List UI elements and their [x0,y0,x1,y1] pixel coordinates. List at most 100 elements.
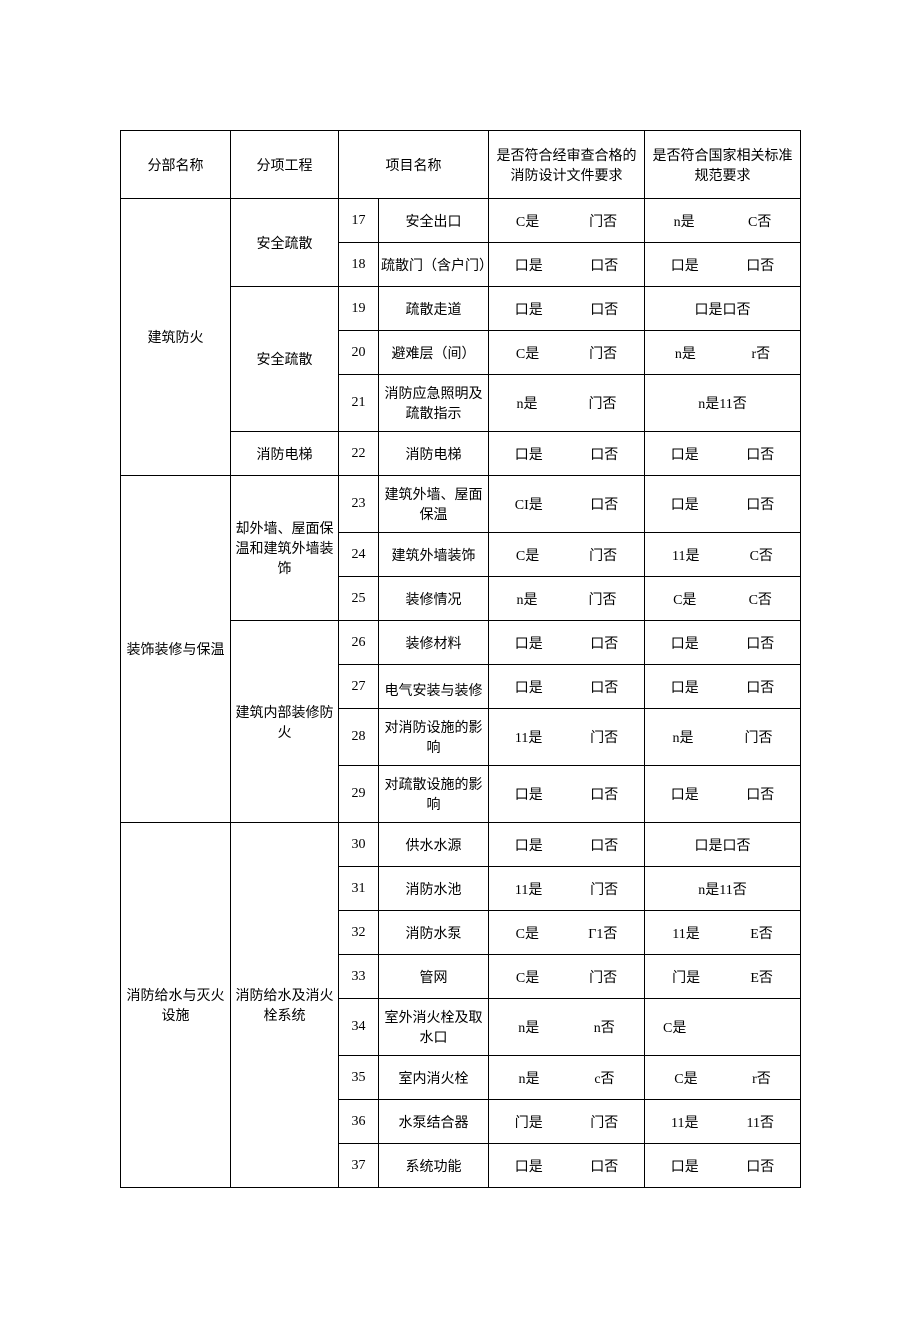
check-no: 口否 [746,494,774,514]
row-number: 27 [339,665,379,709]
check-yes: 11是 [515,727,542,747]
check-standard: 口是口否 [645,243,801,287]
check-yes: 口是 [671,633,699,653]
section-name: 建筑防火 [121,199,231,476]
check-no: 门否 [589,343,617,363]
row-number: 29 [339,766,379,823]
check-standard: n是r否 [645,331,801,375]
check-no: 口否 [590,494,618,514]
check-design: C是Γ1否 [489,911,645,955]
check-design: 口是口否 [489,243,645,287]
item-name: 建筑外墙装饰 [379,533,489,577]
check-merged-text: n是11否 [647,393,798,413]
check-design: n是c否 [489,1056,645,1100]
check-merged-text: 口是口否 [647,835,798,855]
check-yes: C是 [516,923,539,943]
check-standard: 口是 口否 [645,665,801,709]
check-no: 门否 [589,545,617,565]
check-design: 口是口否 [489,432,645,476]
check-standard: n是11否 [645,375,801,432]
check-design: 口是口否 [489,1144,645,1188]
row-number: 31 [339,867,379,911]
item-name: 装修材料 [379,621,489,665]
check-yes: 口是 [671,677,699,697]
check-standard: 口是口否 [645,1144,801,1188]
header-item: 项目名称 [339,131,489,199]
item-name: 建筑外墙、屋面保温 [379,476,489,533]
check-no: 门否 [745,727,773,747]
row-number: 19 [339,287,379,331]
item-name: 疏散门（含户门） [379,243,489,287]
row-number: 33 [339,955,379,999]
check-design: 口是 口否 [489,287,645,331]
check-yes: 11是 [672,545,699,565]
check-no: 门否 [590,727,618,747]
check-yes: C是 [663,1017,686,1037]
item-name: 装修情况 [379,577,489,621]
row-number: 24 [339,533,379,577]
item-name: 避难层（间） [379,331,489,375]
row-number: 30 [339,823,379,867]
row-number: 22 [339,432,379,476]
check-yes: 11是 [671,1112,698,1132]
check-yes: 口是 [515,299,543,319]
check-standard: 口是口否 [645,287,801,331]
item-name: 消防水池 [379,867,489,911]
check-yes: n是 [673,727,694,747]
row-number: 28 [339,709,379,766]
row-number: 34 [339,999,379,1056]
check-standard: n是 门否 [645,709,801,766]
check-yes: 口是 [515,444,543,464]
row-number: 32 [339,911,379,955]
check-yes: n是 [517,589,538,609]
check-yes: 口是 [515,784,543,804]
check-standard: 口是 口否 [645,476,801,533]
check-no: 口否 [746,444,774,464]
section-name: 装饰装修与保温 [121,476,231,823]
check-yes: 口是 [671,784,699,804]
check-design: 11是 门否 [489,709,645,766]
check-no: c否 [594,1068,614,1088]
check-design: C是门否 [489,955,645,999]
check-no: 门否 [589,211,617,231]
item-name: 供水水源 [379,823,489,867]
item-name: 室外消火栓及取水口 [379,999,489,1056]
check-yes: 口是 [515,677,543,697]
check-no: C否 [748,211,771,231]
check-yes: 11是 [515,879,542,899]
check-merged-text: 口是口否 [647,299,798,319]
check-no: E否 [750,923,773,943]
check-design: n是n否 [489,999,645,1056]
check-no: 口否 [590,1156,618,1176]
row-number: 37 [339,1144,379,1188]
check-yes: C是 [516,211,539,231]
check-design: C是 门否 [489,533,645,577]
check-no: 门否 [590,1112,618,1132]
check-design: n是门否 [489,375,645,432]
check-yes: C是 [516,545,539,565]
row-number: 23 [339,476,379,533]
check-no: 口否 [746,784,774,804]
check-design: C是 门否 [489,331,645,375]
check-no: 口否 [590,299,618,319]
subsection-name: 安全疏散 [231,287,339,432]
check-design: CI是口否 [489,476,645,533]
check-no: 口否 [746,1156,774,1176]
check-no: 口否 [746,633,774,653]
check-design: 口是口否 [489,665,645,709]
subsection-name: 安全疏散 [231,199,339,287]
header-check2: 是否符合国家相关标准规范要求 [645,131,801,199]
check-yes: 口是 [671,494,699,514]
row-number: 21 [339,375,379,432]
check-yes: C是 [673,589,696,609]
row-number: 26 [339,621,379,665]
check-standard: 11是11否 [645,1100,801,1144]
check-yes: 11是 [672,923,699,943]
check-no: 口否 [746,677,774,697]
check-standard: C是 C否 [645,577,801,621]
check-no: 门否 [589,589,617,609]
check-no: C否 [749,589,772,609]
check-design: 口是口否 [489,766,645,823]
check-yes: C是 [516,343,539,363]
check-no: 门否 [589,967,617,987]
